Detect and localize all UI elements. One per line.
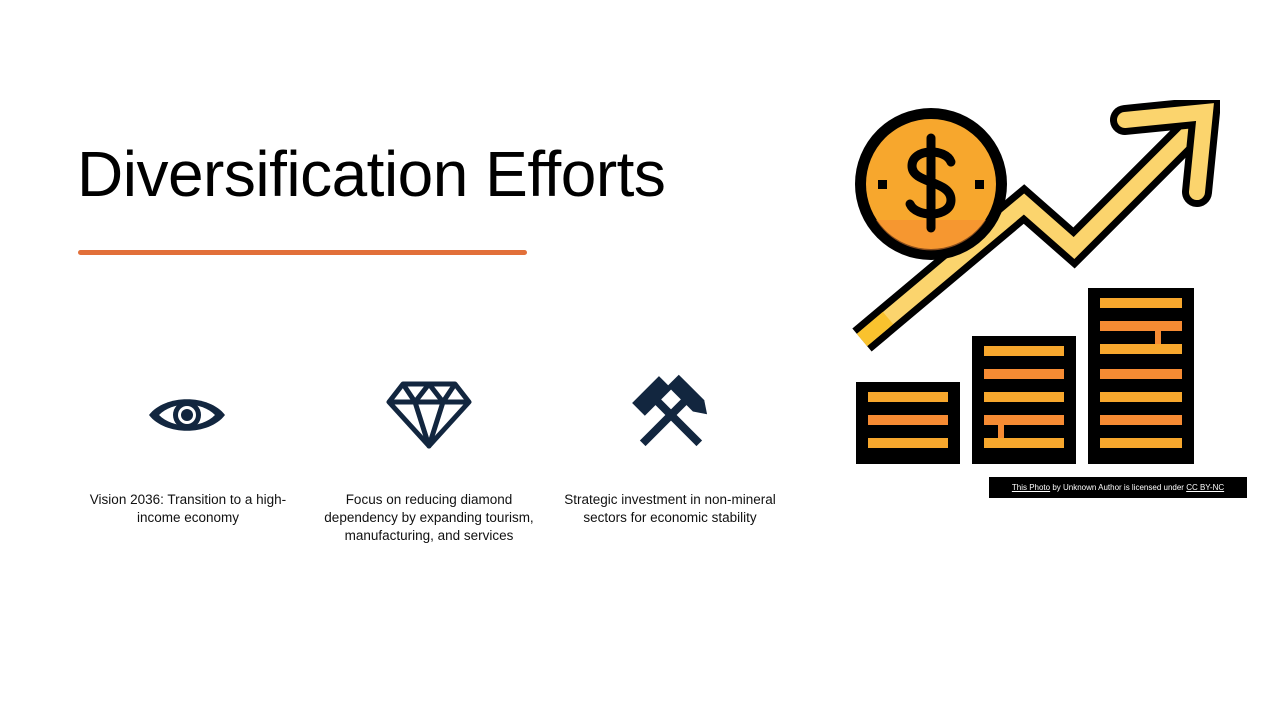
photo-credit: This Photo by Unknown Author is licensed… (989, 477, 1247, 498)
eye-icon (147, 388, 227, 442)
license-link[interactable]: CC BY-NC (1186, 483, 1225, 492)
investment-caption: Strategic investment in non-mineral sect… (564, 492, 776, 525)
title-underline (78, 250, 527, 255)
dollar-growth-chart-icon (848, 95, 1222, 466)
hammers-icon (626, 373, 716, 457)
diamond-icon (385, 380, 473, 450)
photo-source-link[interactable]: This Photo (1011, 483, 1051, 492)
vision-caption: Vision 2036: Transition to a high-income… (89, 492, 287, 525)
slide-title: Diversification Efforts (77, 138, 666, 210)
photo-credit-text: by Unknown Author is licensed under (1050, 483, 1187, 492)
diamond-caption: Focus on reducing diamond dependency by … (324, 492, 534, 543)
